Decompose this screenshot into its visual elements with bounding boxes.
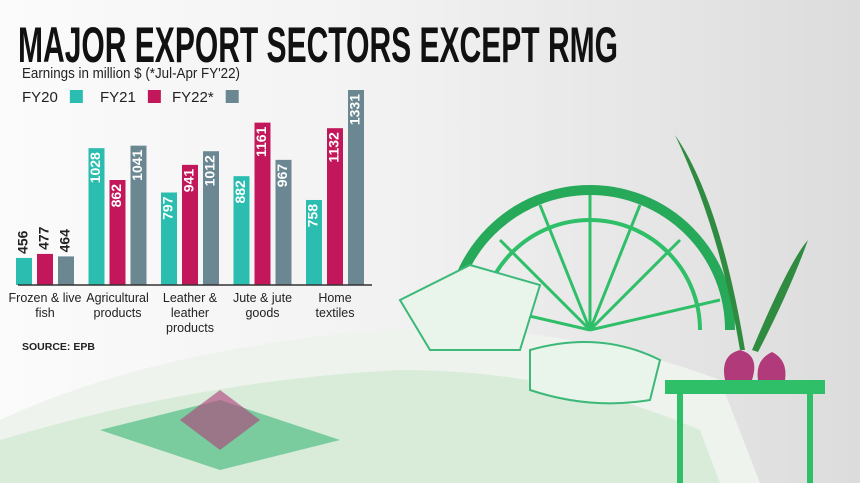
bar bbox=[16, 257, 32, 285]
x-tick-label: Home textiles bbox=[315, 291, 355, 320]
value-label: 1161 bbox=[253, 126, 269, 157]
bar bbox=[182, 164, 198, 285]
legend-swatch bbox=[69, 90, 83, 103]
value-label: 464 bbox=[57, 229, 73, 253]
bar bbox=[37, 253, 53, 285]
bar bbox=[306, 199, 322, 285]
legend-swatch bbox=[147, 90, 161, 103]
bar bbox=[203, 151, 219, 285]
value-label: 456 bbox=[15, 230, 31, 254]
bar bbox=[109, 180, 126, 285]
legend-label: FY21 bbox=[100, 89, 136, 106]
legend-swatch bbox=[225, 90, 239, 103]
value-label: 1012 bbox=[202, 155, 218, 186]
value-label: 758 bbox=[305, 204, 321, 228]
source: SOURCE: EPB bbox=[22, 341, 95, 353]
bar bbox=[88, 148, 105, 285]
bar bbox=[161, 192, 177, 285]
value-label: 967 bbox=[274, 164, 290, 188]
bar bbox=[327, 128, 343, 285]
value-label: 1041 bbox=[129, 149, 145, 180]
x-tick-label: Leather & leather products bbox=[162, 291, 218, 335]
value-label: 1132 bbox=[326, 132, 342, 163]
x-tick-label: Jute & jute goods bbox=[232, 291, 293, 320]
bar bbox=[130, 145, 147, 285]
bar bbox=[58, 256, 74, 285]
value-label: 862 bbox=[108, 184, 124, 208]
value-label: 797 bbox=[160, 196, 176, 220]
value-label: 1028 bbox=[87, 152, 103, 183]
x-tick-label: Frozen & live fish bbox=[8, 291, 82, 320]
bar bbox=[275, 159, 292, 285]
bar bbox=[233, 176, 250, 285]
value-label: 477 bbox=[36, 226, 52, 250]
legend-label: FY20 bbox=[22, 89, 58, 106]
chart-title: MAJOR EXPORT SECTORS EXCEPT RMG bbox=[18, 17, 618, 73]
value-label: 1331 bbox=[347, 94, 363, 125]
value-label: 941 bbox=[181, 169, 197, 193]
legend-label: FY22* bbox=[172, 89, 214, 106]
bar bbox=[254, 122, 271, 285]
x-tick-label: Agricultural products bbox=[86, 291, 149, 320]
bar bbox=[348, 90, 364, 285]
subtitle: Earnings in million $ (*Jul-Apr FY'22) bbox=[22, 65, 240, 82]
value-label: 882 bbox=[232, 180, 248, 204]
photo bbox=[0, 135, 825, 483]
